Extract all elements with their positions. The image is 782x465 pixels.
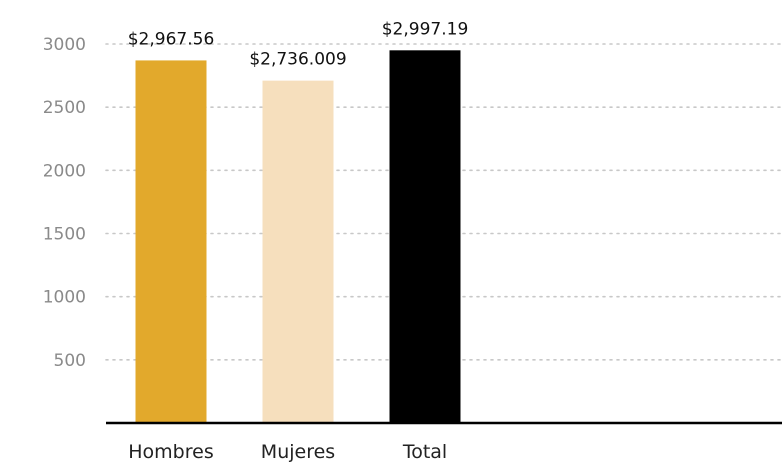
bar-hombres bbox=[135, 60, 207, 423]
data-label: $2,997.19 bbox=[382, 19, 469, 39]
value-labels: $2,967.56 $2,736.009 $2,997.19 bbox=[128, 19, 469, 69]
x-category-label: Total bbox=[402, 441, 447, 463]
bar-mujeres bbox=[262, 80, 334, 424]
bar-total bbox=[389, 50, 461, 424]
y-tick-label: 2000 bbox=[43, 161, 86, 181]
x-axis-labels: Hombres Mujeres Total bbox=[128, 441, 447, 463]
y-tick-label: 500 bbox=[54, 351, 86, 371]
data-label: $2,967.56 bbox=[128, 29, 215, 49]
y-tick-label: 2500 bbox=[43, 98, 86, 118]
data-label: $2,736.009 bbox=[249, 50, 346, 70]
y-tick-label: 1500 bbox=[43, 225, 86, 245]
y-tick-label: 3000 bbox=[43, 35, 86, 55]
x-category-label: Mujeres bbox=[261, 441, 335, 463]
y-tick-label: 1000 bbox=[43, 288, 86, 308]
bars bbox=[135, 50, 461, 424]
y-axis-ticks: 500 1000 1500 2000 2500 3000 bbox=[43, 35, 86, 371]
x-category-label: Hombres bbox=[128, 441, 213, 463]
